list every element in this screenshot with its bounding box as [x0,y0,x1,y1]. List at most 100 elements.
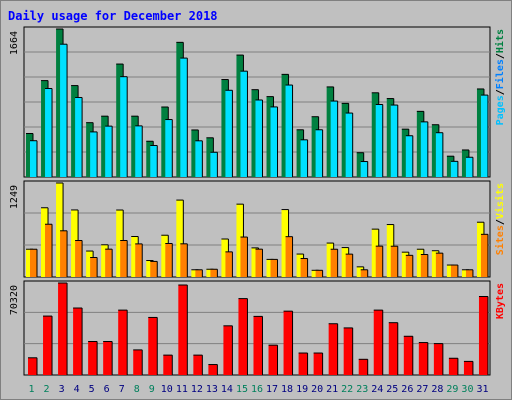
bar-sites-day-22 [345,254,353,277]
bar-hits-day-13 [206,137,214,177]
bar-kbytes-day-13 [208,364,218,375]
panel-legend: Pages/Files/Hits [494,29,506,125]
chart-title: Daily usage for December 2018 [8,9,218,23]
bar-files-day-13 [210,152,218,177]
day-label-7: 7 [119,384,125,395]
bar-visits-day-4 [71,209,79,277]
day-label-2: 2 [44,384,50,395]
bar-sites-day-9 [150,261,158,277]
bar-files-day-22 [345,113,353,177]
day-label-30: 30 [461,384,473,395]
bar-kbytes-day-15 [238,298,248,375]
bar-sites-day-2 [45,224,53,277]
bar-sites-day-12 [195,269,203,277]
bar-files-day-20 [315,129,323,177]
bar-hits-day-24 [371,92,379,177]
bar-kbytes-day-2 [43,316,53,375]
bar-kbytes-day-20 [313,353,323,375]
visits-panel: 1249 Sites/Visits [9,180,506,278]
bar-kbytes-day-16 [253,316,263,375]
bar-kbytes-day-26 [403,336,413,375]
bar-visits-day-26 [401,252,409,277]
legend-sites: Sites [494,225,506,255]
bar-kbytes-day-7 [118,310,128,375]
bar-kbytes-day-28 [433,343,443,375]
day-label-9: 9 [149,384,155,395]
day-label-4: 4 [74,384,80,395]
bar-files-day-11 [180,58,188,177]
bar-kbytes-day-31 [478,296,488,375]
bar-sites-day-11 [180,243,188,277]
bar-kbytes-day-29 [448,358,458,375]
bar-files-day-7 [120,76,128,177]
day-labels: 1 2 3 4 5 6 7 8 9 10 11 12 13 14 15 16 17 18 19 20 21 22 23 24 2… [29,384,489,395]
bar-kbytes-day-1 [28,357,37,375]
day-label-20: 20 [311,384,323,395]
bar-kbytes-day-6 [103,341,113,375]
bar-sites-day-1 [30,249,37,277]
day-label-25: 25 [386,384,398,395]
bar-sites-day-28 [435,253,443,277]
bar-sites-day-3 [60,230,68,277]
y-max-label: 1664 [9,31,20,55]
bar-files-day-17 [270,106,278,177]
bar-sites-day-14 [225,251,233,277]
bar-visits-day-15 [236,204,244,277]
bar-hits-day-20 [311,116,319,177]
bar-visits-day-23 [356,266,364,277]
day-label-31: 31 [476,384,488,395]
day-label-10: 10 [161,384,173,395]
bar-files-day-8 [135,125,143,177]
bar-files-day-18 [285,85,293,177]
bar-files-day-27 [420,121,428,177]
legend-pages: Pages [495,95,506,125]
bar-kbytes-day-27 [418,342,428,375]
bar-hits-day-29 [446,156,454,177]
bar-files-day-28 [435,132,443,177]
day-label-17: 17 [266,384,278,395]
bar-hits-day-19 [296,129,304,177]
bar-hits-day-5 [86,122,94,177]
bar-kbytes-day-4 [73,308,83,375]
kbytes-panel: 70320 KBytes [9,280,506,376]
day-label-3: 3 [59,384,65,395]
bar-hits-day-15 [236,55,244,177]
bar-visits-day-29 [446,265,454,277]
day-label-22: 22 [341,384,353,395]
bar-visits-day-3 [56,183,64,277]
bar-hits-day-4 [71,85,79,177]
bar-sites-day-26 [405,255,413,277]
legend-separator: / [495,89,506,95]
bar-visits-day-19 [296,254,304,277]
bar-visits-day-6 [101,244,109,277]
bar-files-day-16 [255,99,263,177]
bar-sites-day-4 [75,240,83,277]
bar-sites-day-29 [450,265,458,277]
bar-hits-day-26 [401,129,409,177]
y-max-label: 1249 [9,185,20,209]
bar-sites-day-31 [480,234,488,277]
bar-kbytes-day-19 [298,353,308,375]
bar-visits-day-17 [266,259,274,277]
panel-legend: Sites/Visits [494,183,506,255]
day-label-11: 11 [176,384,188,395]
bar-visits-day-1 [26,249,33,277]
bar-sites-day-13 [210,269,218,277]
bar-kbytes-day-14 [223,325,233,375]
bar-visits-day-2 [41,207,49,277]
bar-sites-day-16 [255,249,263,277]
bar-hits-day-2 [41,80,49,177]
bar-sites-day-30 [465,269,473,277]
bar-files-day-6 [105,126,113,177]
bar-files-day-29 [450,161,458,177]
day-label-15: 15 [236,384,248,395]
day-label-6: 6 [104,384,110,395]
legend-hits: Hits [494,29,506,53]
bar-kbytes-day-3 [58,283,68,375]
bar-files-day-2 [45,88,53,177]
bar-hits-day-3 [56,29,64,177]
bar-hits-day-1 [26,133,33,177]
bar-visits-day-12 [191,269,199,277]
bar-hits-day-30 [461,149,469,177]
